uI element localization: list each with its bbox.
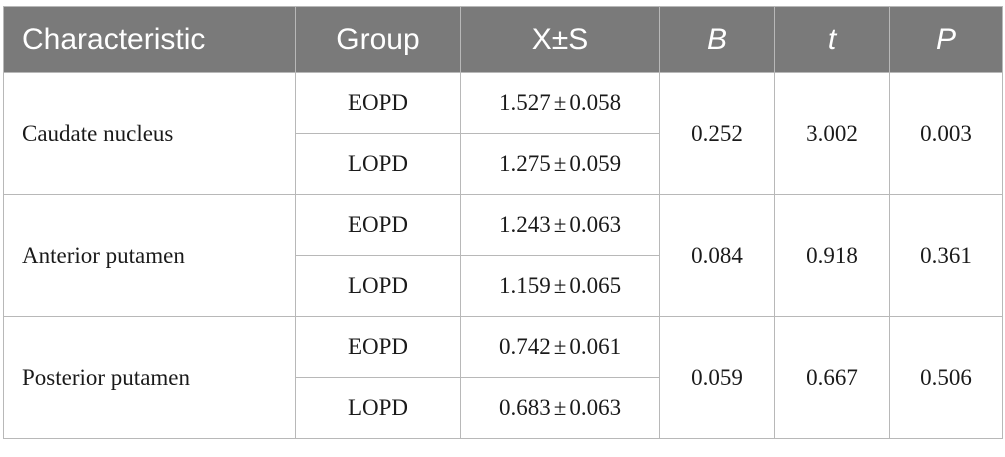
t-cell: 0.918 [774,194,890,317]
group-cell: LOPD [295,255,461,317]
characteristic-cell: Anterior putamen [3,194,296,317]
header-characteristic: Characteristic [3,6,296,73]
header-p: P [889,6,1003,73]
mean-value: 0.683 [498,395,551,420]
sd-value: 0.063 [569,395,622,420]
table-row: Caudate nucleus EOPD 1.527 ±0.058 0.252 3… [3,72,1003,195]
b-cell: 0.084 [659,194,775,317]
mean-sd-cell: 1.275 ±0.059 [460,133,660,195]
characteristic-cell: Posterior putamen [3,316,296,439]
mean-value: 1.159 [498,273,551,298]
mean-sd-cell: 1.243 ±0.063 [460,194,660,256]
results-table: Characteristic Group X±S B t P Caudate n… [3,6,1003,439]
table-row: Posterior putamen EOPD 0.742 ±0.061 0.059… [3,316,1003,439]
group-cell: EOPD [295,72,461,134]
group-cell: LOPD [295,133,461,195]
t-cell: 3.002 [774,72,890,195]
table-row: Anterior putamen EOPD 1.243 ±0.063 0.084 … [3,194,1003,317]
p-cell: 0.003 [889,72,1003,195]
p-cell: 0.361 [889,194,1003,317]
header-t: t [774,6,890,73]
sd-value: 0.061 [569,334,622,359]
table-row: LOPD 0.683 ±0.063 [4,377,1003,439]
mean-value: 1.527 [498,90,551,115]
table-body: Caudate nucleus EOPD 1.527 ±0.058 0.252 3… [3,72,1003,439]
sd-value: 0.065 [569,273,622,298]
group-cell: EOPD [295,316,461,378]
sd-value: 0.063 [569,212,622,237]
sd-value: 0.059 [569,151,622,176]
mean-sd-cell: 1.159 ±0.065 [460,255,660,317]
table-row: LOPD 1.275 ±0.059 [4,133,1003,195]
header-group: Group [295,6,461,73]
header-mean-sd: X±S [460,6,660,73]
b-cell: 0.059 [659,316,775,439]
group-cell: LOPD [295,377,461,439]
group-cell: EOPD [295,194,461,256]
header-b: B [659,6,775,73]
p-cell: 0.506 [889,316,1003,439]
t-cell: 0.667 [774,316,890,439]
mean-sd-cell: 0.683 ±0.063 [460,377,660,439]
b-cell: 0.252 [659,72,775,195]
table-row: LOPD 1.159 ±0.065 [4,255,1003,317]
mean-sd-cell: 1.527 ±0.058 [460,72,660,134]
table-header: Characteristic Group X±S B t P [3,6,1003,73]
characteristic-cell: Caudate nucleus [3,72,296,195]
header-row: Characteristic Group X±S B t P [3,6,1003,73]
sd-value: 0.058 [569,90,622,115]
mean-value: 1.275 [498,151,551,176]
mean-sd-cell: 0.742 ±0.061 [460,316,660,378]
mean-value: 1.243 [498,212,551,237]
mean-value: 0.742 [498,334,551,359]
